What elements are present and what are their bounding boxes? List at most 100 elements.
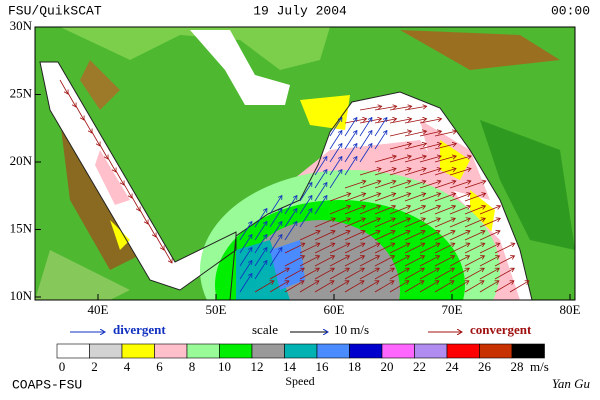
wind-arrow [59, 79, 68, 94]
wind-arrow [479, 268, 499, 280]
wind-arrow [374, 218, 395, 228]
wind-arrow [344, 281, 364, 293]
wind-arrow [299, 195, 312, 215]
wind-arrow [434, 218, 455, 228]
wind-arrow [374, 106, 397, 111]
colorbar-tick-label: 24 [446, 359, 460, 374]
wind-arrow [239, 247, 252, 267]
wind-arrow [404, 281, 424, 293]
wind-arrow [434, 268, 454, 280]
wind-arrow [314, 268, 334, 280]
wind-arrow [449, 231, 470, 241]
wind-arrow [494, 268, 514, 280]
wind-arrow [299, 231, 320, 241]
wind-arrow [419, 268, 439, 280]
wind-arrow [464, 193, 486, 202]
wind-arrow [389, 181, 411, 189]
wind-arrow [374, 206, 395, 215]
wind-arrow [359, 231, 380, 241]
wind-arrow [389, 119, 412, 124]
colorbar-unit: m/s [530, 359, 549, 374]
lon-label: 70E [442, 302, 463, 317]
colorbar-tick-label: 16 [316, 359, 330, 374]
colorbar-box [154, 343, 188, 359]
wind-arrow [314, 243, 335, 254]
wind-arrow [434, 206, 455, 215]
colorbar-tick-label: 10 [218, 359, 231, 374]
wind-arrow [389, 243, 410, 254]
wind-arrow [314, 182, 327, 202]
header-time: 00:00 [551, 3, 590, 18]
wind-arrow [464, 181, 486, 189]
wind-arrow [449, 218, 470, 228]
wind-arrow [449, 243, 470, 254]
wind-arrow [449, 168, 471, 176]
convergent-label: convergent [470, 322, 532, 337]
wind-arrow [434, 168, 456, 176]
footer-right: Yan Gu [552, 376, 591, 391]
map [35, 27, 575, 300]
wind-arrow [464, 243, 485, 254]
wind-arrow [419, 156, 441, 163]
wind-arrow [314, 169, 327, 189]
wind-arrow [299, 256, 319, 267]
wind-arrow [434, 181, 456, 189]
wind-arrow [449, 181, 471, 189]
wind-arrow [314, 195, 327, 215]
wind-arrow [329, 268, 349, 280]
scale-label: scale [252, 322, 278, 337]
wind-arrow [344, 231, 365, 241]
wind-arrow [163, 248, 172, 263]
wind-arrow [449, 281, 469, 293]
wind-arrow [404, 218, 425, 228]
colorbar-box [479, 343, 513, 359]
wind-arrow [419, 193, 441, 202]
colorbar-box [121, 343, 155, 359]
wind-arrow [419, 144, 441, 150]
wind-arrow [299, 182, 312, 202]
wind-arrow [329, 256, 349, 267]
wind-arrow [374, 231, 395, 241]
wind-arrow [434, 256, 454, 267]
colorbar-box [381, 343, 415, 359]
lat-label: 25N [10, 85, 33, 100]
wind-arrow [464, 268, 484, 280]
colorbar-box [446, 343, 480, 359]
wind-arrow [254, 281, 274, 293]
wind-arrow [404, 181, 426, 189]
wind-arrow [123, 183, 132, 198]
wind-arrow [389, 144, 411, 150]
wind-arrow [419, 119, 442, 124]
wind-arrow [344, 143, 357, 163]
colorbar-tick-label: 4 [124, 359, 131, 374]
wind-arrow [404, 131, 426, 137]
wind-arrow [509, 281, 529, 293]
wind-arrow [419, 168, 441, 176]
colorbar-tick-label: 28 [511, 359, 524, 374]
wind-arrow [419, 281, 439, 293]
wind-arrow [344, 117, 357, 137]
wind-arrow [329, 130, 342, 150]
wind-arrow [269, 281, 289, 293]
wind-arrow [434, 193, 456, 202]
wind-arrow [419, 231, 440, 241]
wind-arrow [404, 168, 426, 176]
wind-arrow [449, 268, 469, 280]
wind-arrow [344, 206, 365, 215]
colorbar-tick-label: 8 [189, 359, 196, 374]
wind-arrow [91, 131, 100, 146]
wind-arrow [449, 156, 471, 163]
wind-arrow [299, 268, 319, 280]
wind-arrow [344, 181, 366, 189]
wind-arrow [389, 193, 411, 202]
colorbar-tick-label: 14 [283, 359, 297, 374]
lat-label: 10N [10, 288, 33, 303]
wind-arrow [359, 181, 381, 189]
wind-arrow [404, 243, 425, 254]
colorbar-tick-label: 26 [478, 359, 492, 374]
lon-label: 60E [324, 302, 345, 317]
wind-arrow [494, 243, 515, 254]
wind-arrow [314, 218, 335, 228]
wind-arrow [464, 206, 485, 215]
wind-arrow [314, 256, 334, 267]
